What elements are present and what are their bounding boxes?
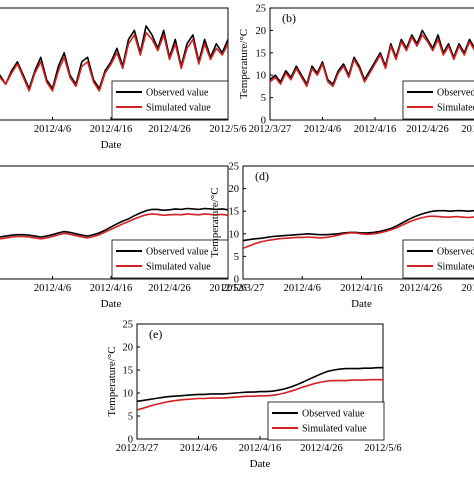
- panel-3: 2012/4/6 2012/4/16 2012/4/26 2012/5/6 Date Ob…: [0, 165, 247, 310]
- panel-1: 2012/4/6 2012/4/16 2012/4/26 2012/5/6 Date Ob…: [0, 7, 247, 151]
- y-tick-label: 0: [234, 275, 239, 286]
- x-tick-label: 2012/4/26: [148, 283, 191, 294]
- series-line-observed: [0, 207, 228, 238]
- y-tick-label: 25: [229, 162, 240, 173]
- y-axis-label: Temperature/°C: [209, 187, 221, 257]
- x-axis-label: Date: [250, 458, 271, 470]
- legend: Observed value Simulated value: [111, 239, 229, 279]
- legend-entry: Observed value: [146, 247, 209, 258]
- legend: Observed value Simulated value: [402, 239, 474, 279]
- y-tick-label: 10: [229, 229, 240, 240]
- x-tick-label: 2012/4/26: [300, 443, 343, 454]
- x-tick-label: 2012/4/16: [239, 443, 282, 454]
- y-tick-label: 10: [123, 389, 134, 400]
- legend: Observed value Simulated value: [267, 401, 385, 441]
- panel-label: (e): [149, 327, 162, 341]
- y-tick-label: 0: [128, 435, 133, 446]
- series-line-simulated: [137, 378, 383, 411]
- panel-4: 2012/3/27 2012/4/6 2012/4/16 2012/4/26 2012/…: [209, 162, 474, 310]
- x-tick-label: 2012/4/16: [354, 124, 397, 135]
- legend-box: [402, 80, 474, 120]
- series-line-observed: [137, 366, 383, 403]
- panel-label: (d): [255, 169, 269, 183]
- y-tick-label: 5: [234, 252, 239, 263]
- x-tick-label: 2012/3/27: [249, 124, 292, 135]
- x-tick-label: 2012/4/26: [148, 124, 191, 135]
- y-tick-label: 15: [229, 207, 240, 218]
- y-tick-label: 25: [256, 4, 267, 15]
- legend-entry: Simulated value: [437, 262, 474, 273]
- legend: Observed value Simulated value: [402, 80, 474, 120]
- legend-entry: Observed value: [437, 247, 474, 258]
- x-tick-label: 2012/5/6: [461, 283, 474, 294]
- y-tick-label: 20: [123, 343, 134, 354]
- y-tick-label: 20: [229, 184, 240, 195]
- legend-entry: Simulated value: [437, 103, 474, 114]
- x-tick-label: 2012/5/6: [209, 124, 246, 135]
- legend-box: [267, 401, 385, 441]
- series-line-simulated: [243, 215, 474, 250]
- legend-entry: Observed value: [302, 409, 365, 420]
- legend-box: [111, 80, 229, 120]
- x-tick-label: 2012/4/6: [34, 283, 71, 294]
- legend-entry: Observed value: [146, 88, 209, 99]
- y-tick-label: 15: [256, 48, 267, 59]
- panel-5: 2012/3/27 2012/4/6 2012/4/16 2012/4/26 2012/…: [106, 320, 402, 471]
- y-axis-label: Temperature/°C: [106, 346, 118, 416]
- x-tick-label: 2012/4/16: [90, 124, 133, 135]
- x-tick-label: 2012/4/26: [399, 283, 442, 294]
- y-tick-label: 5: [128, 412, 133, 423]
- legend-entry: Observed value: [437, 88, 474, 99]
- legend-entry: Simulated value: [146, 262, 211, 273]
- series-line-observed: [243, 209, 474, 242]
- x-tick-label: 2012/5/6: [364, 443, 401, 454]
- x-tick-label: 2012/4/16: [340, 283, 383, 294]
- x-axis-label: Date: [101, 139, 122, 151]
- x-axis-label: Date: [351, 298, 372, 310]
- y-tick-label: 5: [261, 93, 266, 104]
- y-tick-label: 10: [256, 71, 267, 82]
- legend: Observed value Simulated value: [111, 80, 229, 120]
- x-tick-label: 2012/3/27: [116, 443, 159, 454]
- x-tick-label: 2012/4/6: [180, 443, 217, 454]
- legend-box: [111, 239, 229, 279]
- y-axis-label: Temperature/°C: [238, 29, 250, 99]
- y-tick-label: 25: [123, 320, 134, 331]
- y-tick-label: 15: [123, 366, 134, 377]
- x-tick-label: 2012/4/26: [406, 124, 449, 135]
- x-tick-label: 2012/4/6: [34, 124, 71, 135]
- legend-entry: Simulated value: [146, 103, 211, 114]
- x-tick-label: 2012/4/6: [284, 283, 321, 294]
- series-line-simulated: [0, 31, 228, 92]
- legend-entry: Simulated value: [302, 424, 367, 435]
- panel-label: (b): [282, 11, 296, 25]
- x-axis-label: Date: [101, 298, 122, 310]
- x-tick-label: 2012/3/27: [222, 283, 265, 294]
- x-tick-label: 2012/5/6: [209, 283, 246, 294]
- x-tick-label: 2012/5/6: [461, 124, 474, 135]
- series-line-observed: [270, 29, 474, 85]
- series-line-simulated: [270, 34, 474, 88]
- series-line-simulated: [0, 213, 228, 240]
- x-tick-label: 2012/4/6: [304, 124, 341, 135]
- y-tick-label: 20: [256, 26, 267, 37]
- y-tick-label: 0: [261, 116, 266, 127]
- legend-box: [402, 239, 474, 279]
- x-tick-label: 2012/4/16: [90, 283, 133, 294]
- panel-2: 2012/3/27 2012/4/6 2012/4/16 2012/4/26 2012/…: [238, 4, 474, 135]
